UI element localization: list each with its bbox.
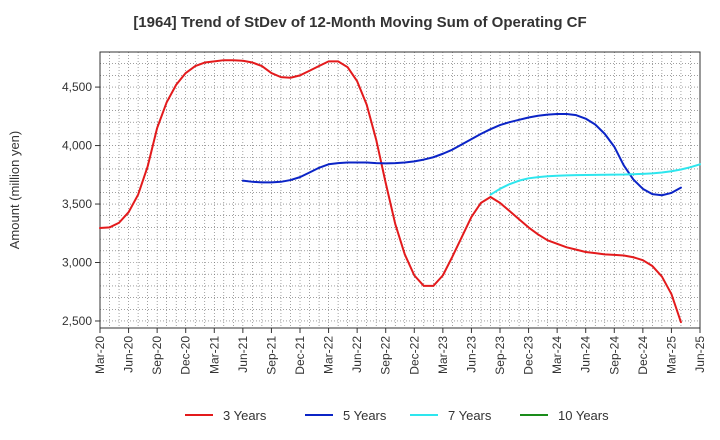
x-tick-label: Mar-24 [550, 336, 564, 374]
y-tick-label: 2,500 [62, 314, 92, 328]
x-tick-label: Sep-22 [379, 336, 393, 375]
y-tick-label: 4,500 [62, 80, 92, 94]
x-tick-label: Sep-21 [264, 336, 278, 375]
axes: 2,500 3,000 3,500 4,000 4,500 Mar-20 Jun-20 Sep… [62, 51, 707, 375]
x-tick-label: Mar-23 [436, 336, 450, 374]
y-tick-label: 3,500 [62, 197, 92, 211]
legend: 3 Years 5 Years 7 Years 10 Years [185, 408, 609, 423]
legend-label-7-years: 7 Years [448, 408, 492, 423]
x-tick-label: Jun-23 [464, 336, 478, 373]
legend-label-3-years: 3 Years [223, 408, 267, 423]
x-tick-label: Jun-21 [236, 336, 250, 373]
series-line-7-years [489, 163, 701, 196]
x-tick-label: Mar-20 [93, 336, 107, 374]
series-line-5-years [241, 112, 682, 197]
x-tick-label: Jun-20 [122, 336, 136, 373]
x-tick-label: Jun-22 [350, 336, 364, 373]
y-axis-title: Amount (million yen) [7, 131, 22, 250]
x-tick-label: Jun-24 [579, 336, 593, 373]
x-tick-label: Jun-25 [693, 336, 707, 373]
x-tick-label: Dec-22 [407, 336, 421, 375]
x-tick-label: Sep-23 [493, 336, 507, 375]
x-tick-label: Dec-24 [636, 336, 650, 375]
x-tick-label: Sep-20 [150, 336, 164, 375]
plot-background [100, 52, 700, 328]
plot-border [99, 51, 701, 329]
x-tick-label: Sep-24 [607, 336, 621, 375]
series-line-3-years [99, 59, 682, 324]
x-tick-label: Mar-25 [664, 336, 678, 374]
legend-label-10-years: 10 Years [558, 408, 609, 423]
x-tick-label: Dec-21 [293, 336, 307, 375]
y-tick-label: 3,000 [62, 256, 92, 270]
chart-title: [1964] Trend of StDev of 12-Month Moving… [133, 14, 587, 31]
x-tick-label: Mar-21 [207, 336, 221, 374]
x-tick-label: Dec-23 [522, 336, 536, 375]
legend-label-5-years: 5 Years [343, 408, 387, 423]
x-tick-label: Mar-22 [322, 336, 336, 374]
series-lines [99, 59, 701, 324]
y-tick-label: 4,000 [62, 139, 92, 153]
x-tick-label: Dec-20 [179, 336, 193, 375]
